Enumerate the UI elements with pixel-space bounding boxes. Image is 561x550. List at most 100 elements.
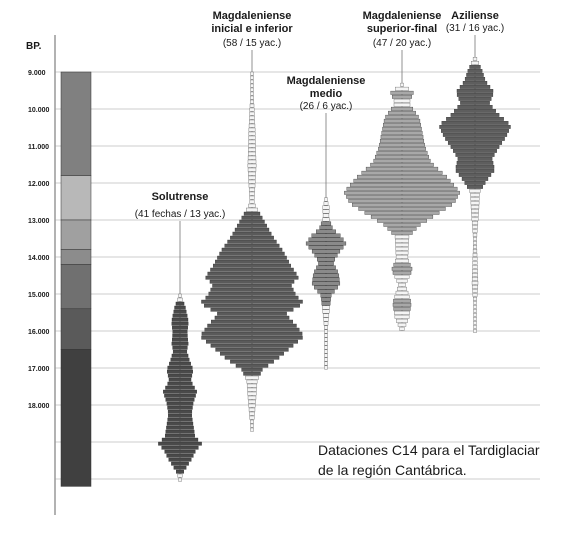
spindle-bar <box>470 197 480 201</box>
spindle-bar <box>165 433 195 438</box>
spindle-bar <box>441 129 509 133</box>
spindle-bar <box>445 137 505 141</box>
spindle-bar <box>249 115 255 120</box>
spindle-bar <box>391 230 413 235</box>
spindle-bar <box>471 285 479 289</box>
spindle-bar <box>458 97 492 101</box>
spindle-bar <box>248 171 256 176</box>
spindle-bar <box>395 86 409 91</box>
spindle-bar <box>472 249 478 253</box>
column-band <box>60 71 92 176</box>
spindle-bar <box>471 213 479 217</box>
spindle-bar <box>168 457 192 462</box>
spindle-bar <box>464 77 486 81</box>
spindle-bar <box>379 142 425 147</box>
spindle-bar <box>158 441 202 446</box>
spindle-bar <box>217 311 287 316</box>
spindle-bar <box>395 254 409 259</box>
spindle-bar <box>472 229 478 233</box>
spindle-bar <box>398 282 406 287</box>
spindle-bar <box>207 323 297 328</box>
spindle-bar <box>471 221 479 225</box>
spindle-bar <box>172 337 188 342</box>
spindle-bar <box>241 367 263 372</box>
spindle-bar <box>172 349 188 354</box>
spindle-bar <box>311 281 341 286</box>
spindle-bar <box>457 105 493 109</box>
spindle-bar <box>206 339 298 344</box>
spindle-bar <box>219 251 285 256</box>
spindle-bar <box>458 173 492 177</box>
spindle-bar <box>308 245 344 250</box>
spindle-bar <box>323 321 329 326</box>
y-tick-label: 12.000 <box>28 181 50 188</box>
spindle-bar <box>214 315 290 320</box>
spindle-bar <box>243 371 261 376</box>
spindle-bar <box>396 278 408 283</box>
spindle-bar <box>370 214 434 219</box>
spindle-bar <box>248 407 256 412</box>
spindle-bar <box>394 310 410 315</box>
spindle-bar <box>395 290 409 295</box>
spindle-bar <box>323 201 329 206</box>
spindle-bar <box>172 325 188 330</box>
spindle-bar <box>455 169 495 173</box>
group-count: (31 / 16 yac.) <box>446 23 504 34</box>
spindle-bar <box>397 286 407 291</box>
spindle-bar <box>247 387 257 392</box>
spindle-bar <box>323 317 329 322</box>
spindle-bar <box>250 91 254 96</box>
spindle-bar <box>305 241 347 246</box>
spindle-bar <box>470 193 480 197</box>
spindle-bar <box>208 291 296 296</box>
group-name: superior-final <box>367 23 437 35</box>
spindle-bar <box>455 153 495 157</box>
spindle-bar <box>324 365 328 370</box>
spindle-bar <box>248 203 256 208</box>
spindle-bar <box>250 71 254 76</box>
spindle-bar <box>172 333 188 338</box>
spindle-bar <box>324 349 328 354</box>
spindle-bar <box>376 150 428 155</box>
spindle-bar <box>204 303 300 308</box>
spindle-bar <box>472 265 478 269</box>
spindle-bar <box>232 231 272 236</box>
spindle-bar <box>227 239 277 244</box>
spindle-bar <box>249 103 255 108</box>
spindle-bar <box>249 191 255 196</box>
spindle-bar <box>249 199 255 204</box>
spindle-bar <box>316 265 336 270</box>
spindle-bar <box>466 73 484 77</box>
group-count: (26 / 6 yac.) <box>300 101 353 112</box>
spindle-bar <box>230 359 274 364</box>
spindle-bar <box>173 465 187 470</box>
spindle-bar <box>473 305 477 309</box>
column-band <box>60 249 92 265</box>
spindle-bar <box>321 301 331 306</box>
spindle-bar <box>324 329 328 334</box>
spindle-bar <box>346 194 458 199</box>
spindle-bar <box>250 83 254 88</box>
spindle-bar <box>322 217 330 222</box>
spindle-bar <box>391 266 413 271</box>
spindle-bar <box>399 326 405 331</box>
spindle-bar <box>385 114 419 119</box>
spindle-bar <box>250 95 254 100</box>
spindle-bar <box>248 183 256 188</box>
spindle-bar <box>395 238 409 243</box>
spindle-bar <box>473 317 477 321</box>
spindle-bar <box>381 130 423 135</box>
spindle-bar <box>201 335 303 340</box>
spindle-bar <box>250 419 254 424</box>
spindle-bar <box>387 226 417 231</box>
y-tick-label: 14.000 <box>28 255 50 262</box>
spindle-bar <box>319 225 333 230</box>
spindle-bar <box>210 307 294 312</box>
spindle-bar <box>378 146 426 151</box>
spindle-bar <box>324 345 328 350</box>
spindle-bar <box>172 329 188 334</box>
spindle-bar <box>172 313 188 318</box>
spindle-bar <box>249 195 255 200</box>
spindle-bar <box>324 357 328 362</box>
spindle-bar <box>469 189 481 193</box>
